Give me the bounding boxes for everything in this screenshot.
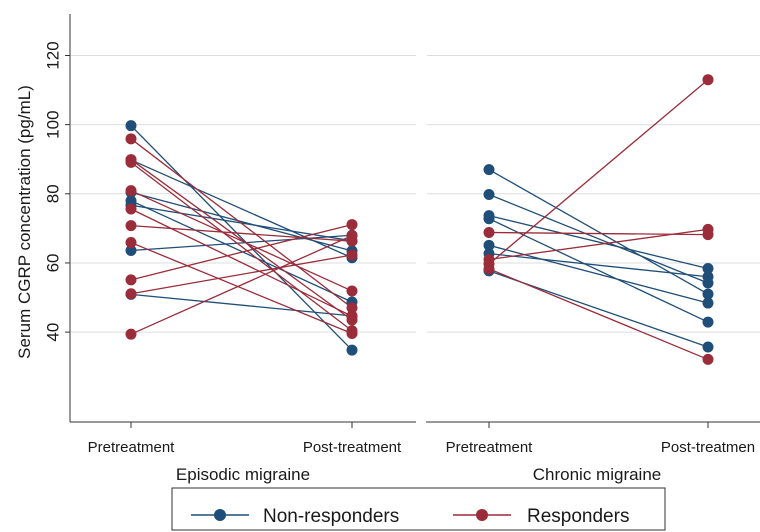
point-non_responders <box>702 297 714 309</box>
point-responders <box>125 220 137 232</box>
series-line-responders <box>488 268 709 361</box>
y-axis-label: Serum CGRP concentration (pg/mL) <box>15 85 34 359</box>
series-line-responders <box>130 159 353 321</box>
point-responders <box>483 227 495 239</box>
point-responders <box>702 74 714 86</box>
series-line-responders <box>130 190 353 292</box>
panel-chronic-migraine: Pretreatment Post-treatmen Chronic migrai… <box>426 54 760 484</box>
point-responders <box>702 223 714 235</box>
legend-swatch-marker <box>476 509 488 521</box>
point-responders <box>702 353 714 365</box>
point-responders <box>346 310 358 322</box>
y-tick-label: 60 <box>43 253 62 272</box>
series-lines <box>130 125 353 351</box>
series-line-responders <box>130 138 353 309</box>
x-tick-label: Pretreatment <box>88 439 176 456</box>
series-line-non_responders <box>488 244 709 304</box>
point-non_responders <box>702 341 714 353</box>
series-line-non_responders <box>130 234 353 252</box>
series-points <box>125 120 358 356</box>
point-non_responders <box>125 245 137 257</box>
x-tick-label: Post-treatmen <box>661 439 755 456</box>
point-non_responders <box>702 316 714 328</box>
series-line-non_responders <box>130 191 353 252</box>
legend-label-responders: Responders <box>527 506 629 527</box>
x-tick-label: Pretreatment <box>446 439 534 456</box>
series-line-non_responders <box>130 293 353 317</box>
point-non_responders <box>346 344 358 356</box>
legend-item-responders: Responders <box>453 506 629 527</box>
series-line-responders <box>130 254 353 295</box>
legend-swatch-marker <box>214 509 226 521</box>
series-line-responders <box>488 228 709 261</box>
point-non_responders <box>483 164 495 176</box>
point-responders <box>125 203 137 215</box>
series-line-non_responders <box>488 218 709 323</box>
series-line-non_responders <box>488 252 709 278</box>
series-line-responders <box>130 235 353 335</box>
series-line-responders <box>130 223 353 281</box>
point-responders <box>346 230 358 242</box>
grid-lines <box>71 54 416 333</box>
point-non_responders <box>483 213 495 225</box>
point-responders <box>346 249 358 261</box>
legend-item-non-responders: Non-responders <box>191 506 399 527</box>
point-responders <box>483 263 495 275</box>
x-tick-label: Post-treatment <box>303 439 402 456</box>
series-line-non_responders <box>488 214 709 270</box>
panel-title-chronic: Chronic migraine <box>533 465 662 484</box>
series-points <box>483 74 714 365</box>
series-line-responders <box>488 79 709 265</box>
point-responders <box>125 274 137 286</box>
point-non_responders <box>702 288 714 300</box>
series-line-responders <box>130 241 353 335</box>
point-responders <box>346 285 358 297</box>
series-line-responders <box>130 208 353 317</box>
series-line-non_responders <box>488 193 709 284</box>
series-lines <box>488 79 709 361</box>
point-responders <box>125 156 137 168</box>
point-non_responders <box>483 188 495 200</box>
series-line-responders <box>130 161 353 332</box>
point-responders <box>346 219 358 231</box>
point-responders <box>125 288 137 300</box>
x-axis-ticks: Pretreatment Post-treatmen <box>446 422 755 456</box>
legend-label-non-responders: Non-responders <box>263 506 399 527</box>
legend: Non-responders Responders <box>171 487 666 531</box>
point-responders <box>125 237 137 249</box>
point-responders <box>346 302 358 314</box>
y-tick-label: 40 <box>43 323 62 342</box>
point-responders <box>346 327 358 339</box>
legend-box <box>171 487 666 531</box>
y-tick-label: 100 <box>43 110 62 138</box>
y-tick-label: 120 <box>43 41 62 69</box>
point-non_responders <box>702 271 714 283</box>
y-tick-label: 80 <box>43 184 62 203</box>
series-line-non_responders <box>488 169 709 295</box>
grid-lines <box>427 54 760 333</box>
point-non_responders <box>125 120 137 132</box>
point-non_responders <box>483 239 495 251</box>
point-responders <box>125 328 137 340</box>
point-responders <box>125 185 137 197</box>
point-responders <box>125 133 137 145</box>
series-line-responders <box>130 224 353 242</box>
x-axis-ticks: Pretreatment Post-treatment <box>88 422 402 456</box>
y-axis-ticks: 40 60 80 100 120 <box>43 41 70 342</box>
panel-title-episodic: Episodic migraine <box>176 465 310 484</box>
series-line-non_responders <box>130 200 353 303</box>
point-non_responders <box>702 262 714 274</box>
